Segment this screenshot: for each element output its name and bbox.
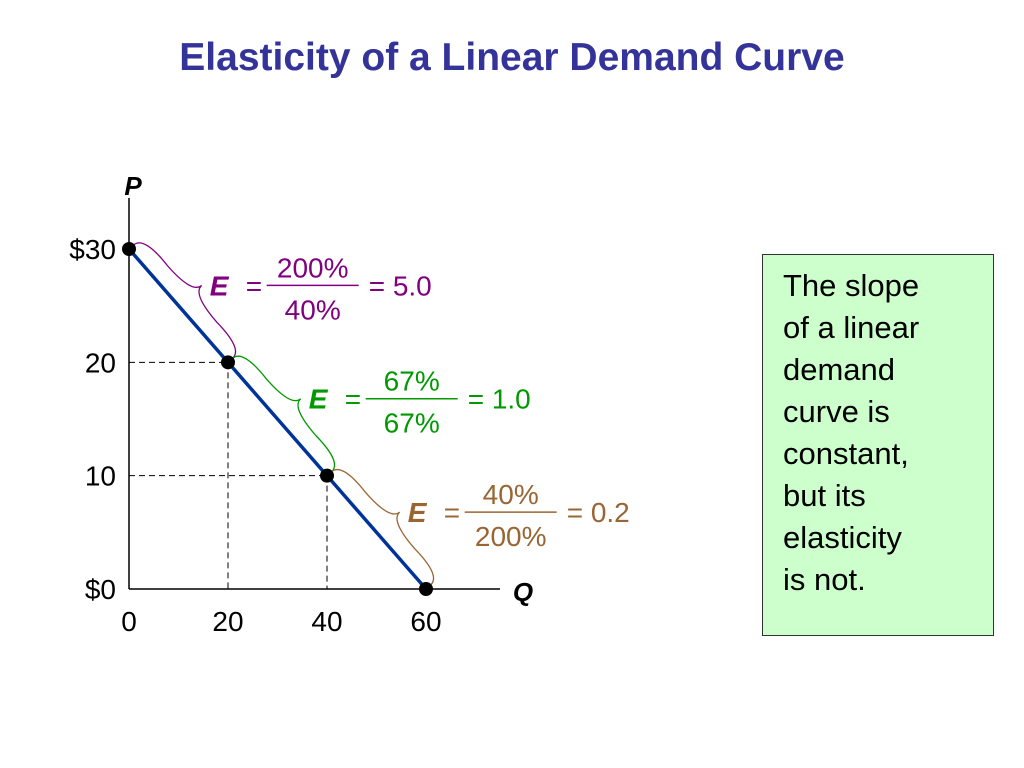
fraction-numerator: 67% xyxy=(384,366,440,397)
data-point xyxy=(320,468,334,483)
x-tick-label: 20 xyxy=(212,606,243,637)
elasticity-symbol: E xyxy=(408,497,428,528)
note-line: constant, xyxy=(783,436,909,471)
y-tick-label: 10 xyxy=(85,461,116,492)
note-box: The slope of a linear demand curve is consta… xyxy=(762,254,994,636)
slide-title: Elasticity of a Linear Demand Curve xyxy=(179,36,845,79)
note-line: elasticity xyxy=(783,520,902,555)
segment-bracket xyxy=(133,242,237,359)
equals-sign: = xyxy=(444,497,460,528)
data-point xyxy=(221,355,235,370)
segment-bracket xyxy=(331,468,435,586)
x-tick-label: 60 xyxy=(410,606,441,637)
note-line: but its xyxy=(783,478,866,513)
y-tick-label: 20 xyxy=(85,347,116,378)
y-tick-label: $0 xyxy=(85,574,116,605)
fraction-denominator: 40% xyxy=(285,294,341,325)
data-point xyxy=(419,582,433,596)
y-axis-label: P xyxy=(124,171,142,201)
x-tick-label: 40 xyxy=(311,606,342,637)
data-point xyxy=(122,242,136,256)
fraction-denominator: 200% xyxy=(475,521,547,552)
fraction-numerator: 200% xyxy=(277,252,349,283)
note-text: The slope of a linear demand curve is consta… xyxy=(783,265,973,601)
equals-sign: = xyxy=(246,270,262,301)
elasticity-symbol: E xyxy=(309,384,329,415)
elasticity-result: = 5.0 xyxy=(369,270,432,301)
x-axis-label: Q xyxy=(513,577,533,607)
elasticity-result: = 1.0 xyxy=(468,384,531,415)
note-line: curve is xyxy=(783,394,890,429)
note-line: of a linear xyxy=(783,310,920,345)
elasticity-result: = 0.2 xyxy=(567,497,630,528)
x-tick-label: 0 xyxy=(121,606,137,637)
fraction-numerator: 40% xyxy=(483,479,539,510)
fraction-denominator: 67% xyxy=(384,408,440,439)
elasticity-symbol: E xyxy=(210,270,230,301)
demand-curve-line xyxy=(127,247,428,591)
note-line: is not. xyxy=(783,562,866,597)
y-tick-label: $30 xyxy=(69,234,116,265)
note-line: demand xyxy=(783,352,896,387)
note-line: The slope xyxy=(783,268,920,303)
equals-sign: = xyxy=(345,384,361,415)
